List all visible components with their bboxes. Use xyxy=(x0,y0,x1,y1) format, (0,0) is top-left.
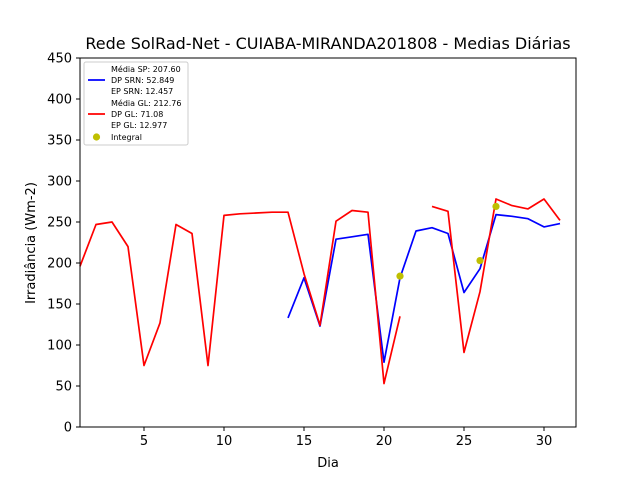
x-tick-label: 30 xyxy=(536,434,553,449)
legend-entry-text: Média GL: 212.76 xyxy=(111,98,181,108)
legend: Média SP: 207.60 DP SRN: 52.849 EP SRN: 12… xyxy=(83,61,189,146)
y-tick-label: 150 xyxy=(47,298,72,313)
x-axis-label: Dia xyxy=(317,456,339,471)
legend-entry-text: EP GL: 12.977 xyxy=(111,121,167,130)
legend-swatch-3 xyxy=(92,133,101,141)
y-tick-label: 200 xyxy=(47,257,72,272)
x-tick-label: 10 xyxy=(216,434,233,449)
y-tick-label: 300 xyxy=(47,175,72,190)
legend-entry-text: DP GL: 71.08 xyxy=(111,110,163,119)
y-tick-label: 50 xyxy=(55,380,72,395)
y-axis-label: Irradiância (Wm-2) xyxy=(24,182,39,304)
x-tick-label: 25 xyxy=(456,434,473,449)
x-tick-label: 5 xyxy=(140,434,148,449)
legend-entry-text: Média SP: 207.60 xyxy=(111,64,181,74)
x-tick-label: 20 xyxy=(376,434,393,449)
series-layer xyxy=(79,198,561,385)
series-srn-line-1 xyxy=(287,213,561,364)
integral-point-2 xyxy=(476,256,484,265)
y-tick-label: 100 xyxy=(47,339,72,354)
legend-entry-text: Integral xyxy=(111,133,142,142)
x-tick-label: 15 xyxy=(296,434,313,449)
series-gl-line-1 xyxy=(79,209,401,385)
chart-title: Rede SolRad-Net - CUIABA-MIRANDA201808 -… xyxy=(85,34,570,53)
integral-point-3 xyxy=(492,202,500,211)
legend-entry-text: DP SRN: 52.849 xyxy=(111,76,174,85)
legend-box xyxy=(83,61,189,146)
integral-point-1 xyxy=(396,272,404,280)
y-tick-label: 0 xyxy=(64,421,72,436)
legend-entry-text: EP SRN: 12.457 xyxy=(111,87,173,96)
y-tick-label: 350 xyxy=(47,134,72,149)
y-tick-label: 450 xyxy=(47,52,72,67)
plot-frame xyxy=(79,57,577,428)
y-tick-label: 250 xyxy=(47,216,72,231)
y-tick-label: 400 xyxy=(47,93,72,108)
series-gl-line-2 xyxy=(431,198,561,354)
